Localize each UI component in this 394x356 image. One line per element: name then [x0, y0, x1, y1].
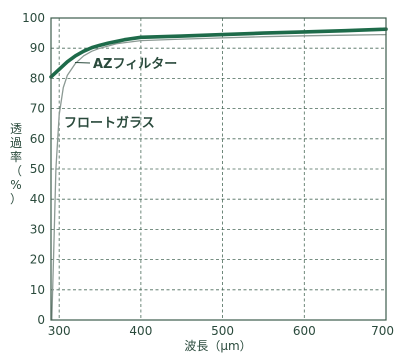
series-layer [49, 27, 388, 321]
y-tick-label: 10 [30, 283, 45, 297]
series-line-az-filter [49, 27, 388, 79]
y-tick-label: 30 [30, 222, 45, 236]
y-tick-labels: 0 10 20 30 40 50 60 70 80 90 100 [22, 11, 45, 327]
series-line-float-glass [51, 33, 387, 321]
y-axis-label-text: 透過率（%） [10, 122, 22, 206]
y-tick-label: 100 [22, 11, 45, 25]
x-axis-label: 波長（μm） [184, 339, 251, 353]
y-tick-label: 40 [30, 192, 45, 206]
y-tick-label: 80 [30, 71, 45, 85]
plot-frame [50, 17, 387, 321]
x-tick-label: 400 [129, 324, 152, 338]
x-tick-label: 500 [211, 324, 234, 338]
y-tick-label: 20 [30, 253, 45, 267]
x-tick-label: 700 [371, 324, 394, 338]
series-label-leader [74, 62, 91, 64]
y-tick-label: 60 [30, 132, 45, 146]
x-tick-label: 600 [293, 324, 316, 338]
y-tick-label: 50 [30, 162, 45, 176]
series-label-az-filter: AZフィルター [93, 57, 177, 72]
series-label-float-glass: フロートガラス [64, 116, 155, 131]
y-tick-label: 70 [30, 102, 45, 116]
series-labels: AZフィルター フロートガラス [64, 57, 177, 131]
x-tick-labels: 300 400 500 600 700 [48, 324, 394, 338]
x-tick-label: 300 [48, 324, 71, 338]
y-tick-label: 90 [30, 41, 45, 55]
y-axis-label: 透過率（%） [10, 122, 22, 206]
y-tick-label: 0 [37, 313, 45, 327]
